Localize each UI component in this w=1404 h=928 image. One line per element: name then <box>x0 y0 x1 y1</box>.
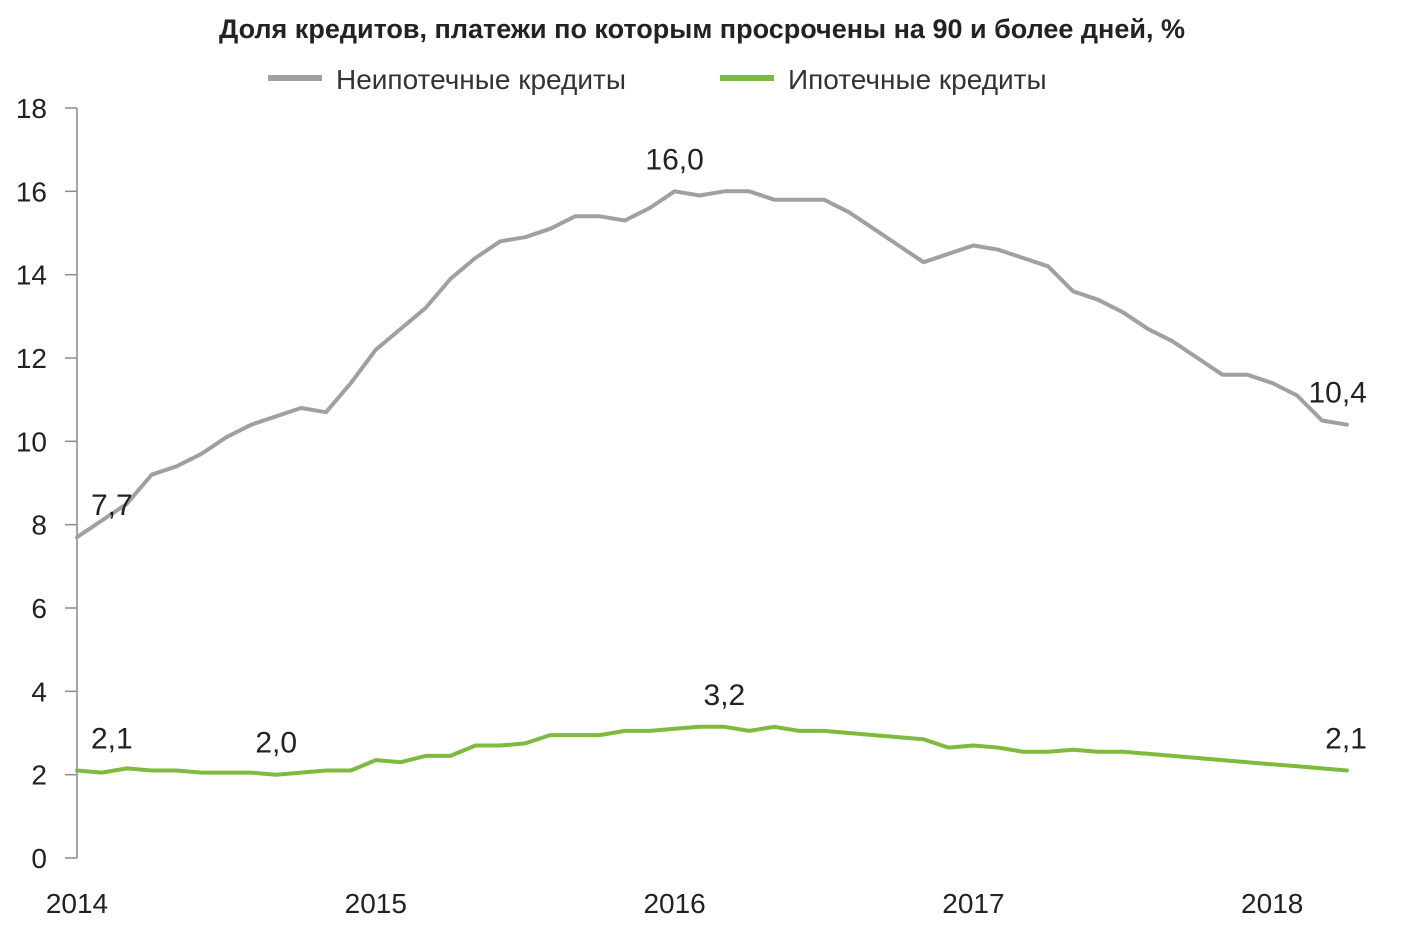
x-tick-label: 2014 <box>46 888 108 919</box>
legend: Неипотечные кредиты Ипотечные кредиты <box>268 64 1047 95</box>
plot-area <box>75 189 1349 777</box>
series-line-non-mortgage <box>75 189 1349 540</box>
y-tick-label: 6 <box>31 593 47 624</box>
axes: 0 2 4 6 8 10 12 14 16 18 2014 2015 2016 2017 2018 <box>16 93 1304 919</box>
data-label: 2,1 <box>91 723 133 756</box>
y-tick-label: 10 <box>16 426 47 457</box>
x-tick-label: 2016 <box>643 888 705 919</box>
y-tick-label: 4 <box>31 676 47 707</box>
legend-label-mortgage: Ипотечные кредиты <box>788 64 1047 95</box>
y-tick-label: 18 <box>16 93 47 124</box>
data-label: 16,0 <box>645 143 703 176</box>
data-label: 2,1 <box>1325 723 1367 756</box>
data-label: 2,0 <box>255 727 297 760</box>
y-tick-label: 14 <box>16 260 47 291</box>
series-line-mortgage <box>75 724 1349 777</box>
legend-label-non-mortgage: Неипотечные кредиты <box>336 64 626 95</box>
data-label: 3,2 <box>704 679 746 712</box>
x-tick-label: 2017 <box>942 888 1004 919</box>
y-tick-label: 8 <box>31 510 47 541</box>
data-label: 10,4 <box>1309 377 1367 410</box>
data-label: 7,7 <box>91 489 133 522</box>
y-tick-label: 0 <box>31 843 47 874</box>
data-labels: 7,7 16,0 10,4 2,1 2,0 3,2 2,1 <box>91 143 1367 759</box>
chart-title: Доля кредитов, платежи по которым просро… <box>219 14 1185 44</box>
x-tick-label: 2015 <box>345 888 407 919</box>
y-tick-label: 2 <box>31 760 47 791</box>
y-tick-label: 16 <box>16 176 47 207</box>
y-tick-label: 12 <box>16 343 47 374</box>
x-tick-label: 2018 <box>1241 888 1303 919</box>
